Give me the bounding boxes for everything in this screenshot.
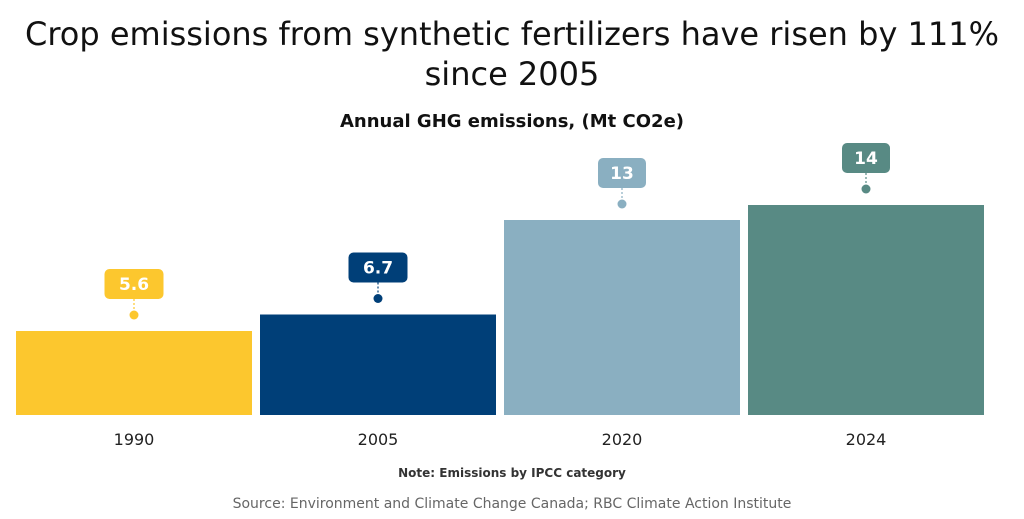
bar-2005	[260, 314, 496, 415]
bar-marker-2024	[861, 184, 871, 194]
x-tick-label-2024: 2024	[846, 430, 887, 449]
chart-subtitle: Annual GHG emissions, (Mt CO2e)	[339, 111, 685, 132]
bar-1990	[16, 331, 252, 415]
value-label-1990: 5.6	[119, 275, 149, 295]
bar-marker-2005	[373, 294, 383, 303]
chart-source: Source: Environment and Climate Change C…	[232, 496, 792, 512]
bar-2020	[504, 220, 740, 415]
value-label-2024: 14	[854, 149, 878, 169]
value-label-box-2005	[348, 252, 408, 283]
x-tick-label-2005: 2005	[358, 430, 399, 449]
value-label-2005: 6.7	[363, 259, 393, 279]
value-label-box-1990	[104, 269, 164, 299]
value-label-2020: 13	[610, 164, 634, 184]
x-tick-label-1990: 1990	[114, 430, 155, 449]
bar-marker-1990	[129, 310, 139, 320]
x-tick-label-2020: 2020	[602, 430, 643, 449]
value-label-box-2020	[598, 158, 646, 188]
bar-marker-2020	[617, 199, 627, 209]
value-label-box-2024	[842, 143, 890, 173]
chart-title: Crop emissions from synthetic fertilizer…	[24, 15, 1000, 93]
bar-2024	[748, 205, 984, 415]
chart-note: Note: Emissions by IPCC category	[398, 466, 626, 480]
